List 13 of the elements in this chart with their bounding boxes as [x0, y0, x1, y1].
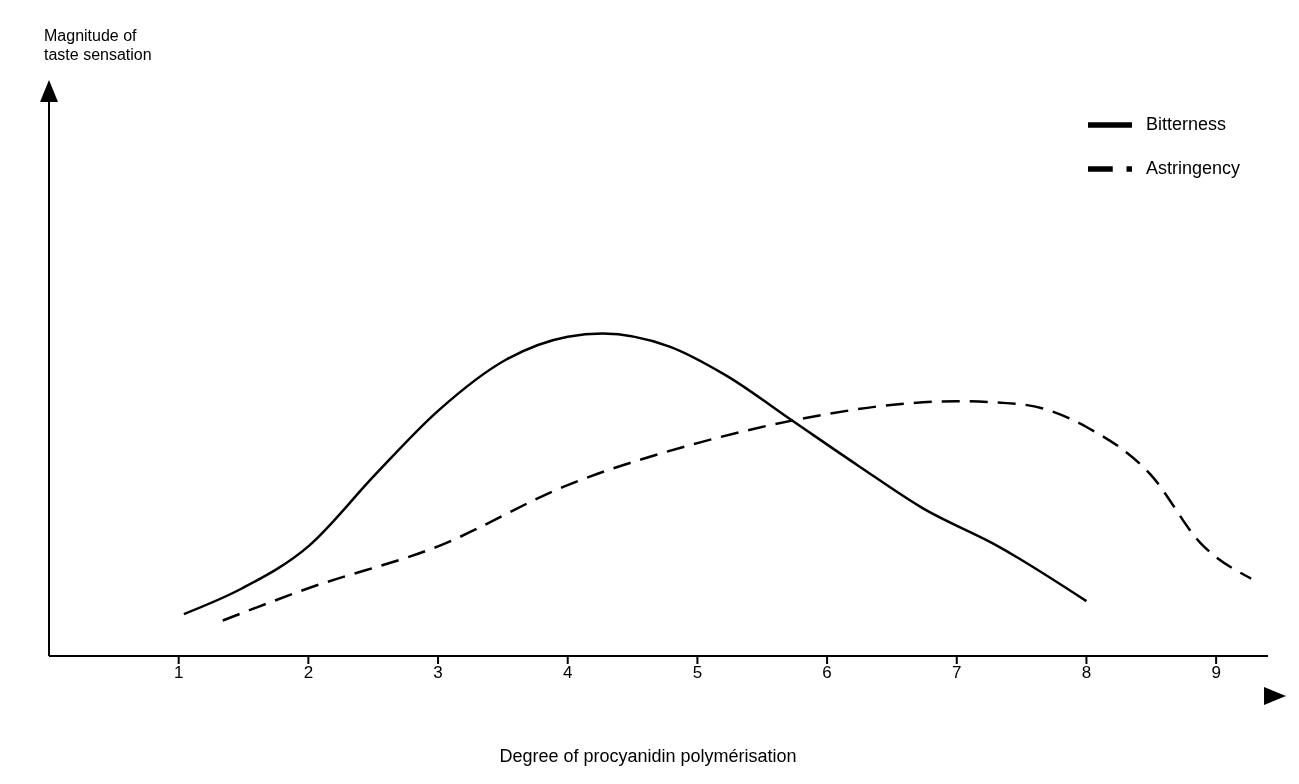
x-tick-label: 7 — [952, 663, 962, 683]
x-tick-label: 4 — [562, 663, 573, 683]
x-tick-label: 3 — [433, 663, 443, 683]
text: Magnitude of taste sensation — [44, 26, 153, 64]
x-tick-label: 1 — [173, 663, 184, 683]
legend-label: Bitterness — [1146, 112, 1227, 136]
legend-label: Astringency — [1146, 156, 1241, 180]
x-axis-title: Degree of procyanidin polymérisation — [498, 746, 798, 767]
x-tick-label: 5 — [692, 663, 703, 683]
x-tick-label: 6 — [822, 663, 832, 683]
x-tick-label: 8 — [1081, 663, 1092, 683]
x-tick-label: 2 — [303, 663, 314, 683]
x-tick-label: 9 — [1211, 663, 1221, 683]
